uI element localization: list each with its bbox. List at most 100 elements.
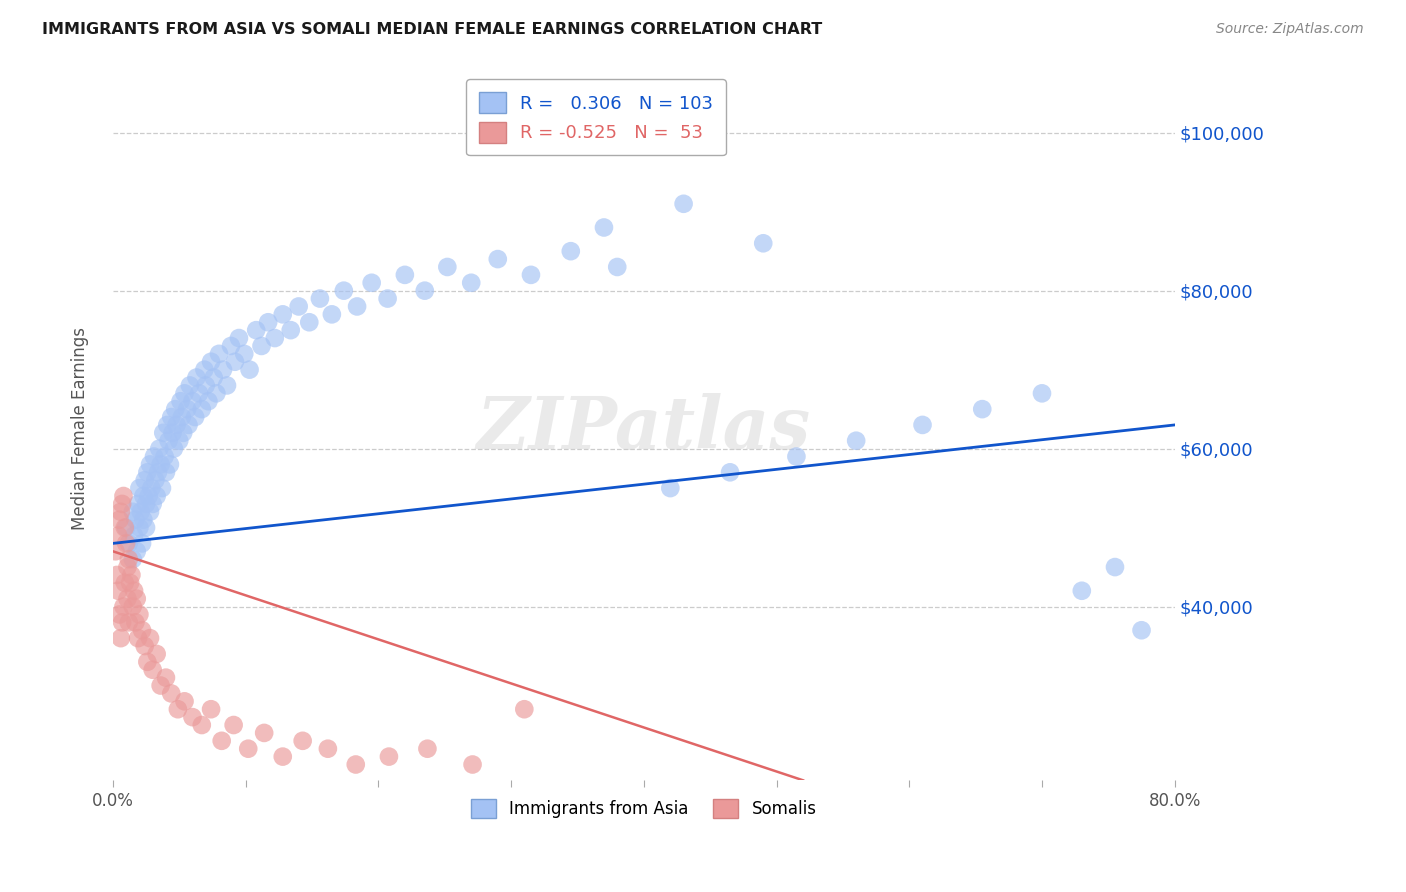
Point bbox=[143, 450, 166, 464]
Point bbox=[128, 607, 150, 622]
Point bbox=[120, 568, 142, 582]
Point bbox=[193, 362, 215, 376]
Point bbox=[127, 497, 149, 511]
Point bbox=[752, 236, 775, 251]
Text: IMMIGRANTS FROM ASIA VS SOMALI MEDIAN FEMALE EARNINGS CORRELATION CHART: IMMIGRANTS FROM ASIA VS SOMALI MEDIAN FE… bbox=[42, 22, 823, 37]
Point bbox=[138, 489, 160, 503]
Point bbox=[155, 465, 177, 479]
Point bbox=[486, 252, 509, 266]
Point bbox=[1070, 583, 1092, 598]
Point bbox=[149, 458, 172, 472]
Point bbox=[177, 417, 200, 432]
Text: Source: ZipAtlas.com: Source: ZipAtlas.com bbox=[1216, 22, 1364, 37]
Point bbox=[250, 339, 273, 353]
Point bbox=[845, 434, 868, 448]
Point bbox=[105, 568, 128, 582]
Point bbox=[593, 220, 616, 235]
Point bbox=[202, 370, 225, 384]
Point bbox=[114, 520, 136, 534]
Point bbox=[215, 378, 238, 392]
Point bbox=[972, 402, 994, 417]
Point bbox=[117, 560, 139, 574]
Point bbox=[718, 465, 741, 479]
Point bbox=[135, 497, 157, 511]
Point bbox=[560, 244, 582, 259]
Point bbox=[141, 481, 163, 495]
Point bbox=[155, 671, 177, 685]
Point bbox=[153, 450, 176, 464]
Point bbox=[167, 434, 190, 448]
Point bbox=[150, 481, 173, 495]
Point bbox=[194, 378, 217, 392]
Point bbox=[121, 552, 143, 566]
Point bbox=[416, 741, 439, 756]
Point bbox=[316, 741, 339, 756]
Point bbox=[239, 362, 262, 376]
Point bbox=[136, 655, 159, 669]
Point bbox=[271, 749, 294, 764]
Y-axis label: Median Female Earnings: Median Female Earnings bbox=[72, 327, 89, 531]
Point bbox=[253, 726, 276, 740]
Point bbox=[394, 268, 416, 282]
Point bbox=[233, 347, 256, 361]
Point bbox=[107, 528, 129, 542]
Point bbox=[1130, 624, 1153, 638]
Point bbox=[208, 347, 231, 361]
Point bbox=[124, 513, 146, 527]
Point bbox=[163, 442, 186, 456]
Point bbox=[224, 355, 246, 369]
Point bbox=[108, 513, 131, 527]
Point bbox=[145, 647, 167, 661]
Point bbox=[413, 284, 436, 298]
Point bbox=[118, 615, 141, 630]
Point bbox=[128, 481, 150, 495]
Point bbox=[257, 315, 280, 329]
Point bbox=[134, 473, 156, 487]
Point bbox=[169, 394, 191, 409]
Point bbox=[298, 315, 321, 329]
Point bbox=[911, 417, 934, 432]
Point bbox=[238, 741, 260, 756]
Point bbox=[287, 300, 309, 314]
Point bbox=[197, 394, 219, 409]
Point bbox=[115, 520, 138, 534]
Point bbox=[166, 417, 188, 432]
Point bbox=[131, 624, 153, 638]
Point bbox=[118, 536, 141, 550]
Point bbox=[188, 386, 211, 401]
Point bbox=[111, 497, 134, 511]
Point bbox=[118, 552, 141, 566]
Point bbox=[145, 489, 167, 503]
Point bbox=[162, 425, 184, 440]
Point bbox=[191, 718, 214, 732]
Point bbox=[148, 442, 170, 456]
Point bbox=[309, 292, 332, 306]
Point bbox=[263, 331, 285, 345]
Point bbox=[160, 410, 183, 425]
Point bbox=[132, 489, 155, 503]
Point bbox=[219, 339, 242, 353]
Point bbox=[346, 300, 368, 314]
Point bbox=[112, 489, 135, 503]
Point bbox=[280, 323, 302, 337]
Point bbox=[131, 536, 153, 550]
Point bbox=[115, 536, 138, 550]
Point bbox=[121, 599, 143, 614]
Point bbox=[173, 694, 195, 708]
Point bbox=[104, 544, 127, 558]
Point bbox=[205, 386, 228, 401]
Point bbox=[245, 323, 267, 337]
Point bbox=[191, 402, 214, 417]
Point bbox=[378, 749, 401, 764]
Point bbox=[170, 410, 193, 425]
Point bbox=[672, 196, 695, 211]
Point bbox=[344, 757, 367, 772]
Point bbox=[157, 434, 180, 448]
Point bbox=[165, 402, 187, 417]
Legend: Immigrants from Asia, Somalis: Immigrants from Asia, Somalis bbox=[464, 793, 824, 825]
Point bbox=[460, 276, 482, 290]
Point bbox=[200, 702, 222, 716]
Point bbox=[122, 528, 145, 542]
Point bbox=[291, 734, 314, 748]
Point bbox=[156, 417, 179, 432]
